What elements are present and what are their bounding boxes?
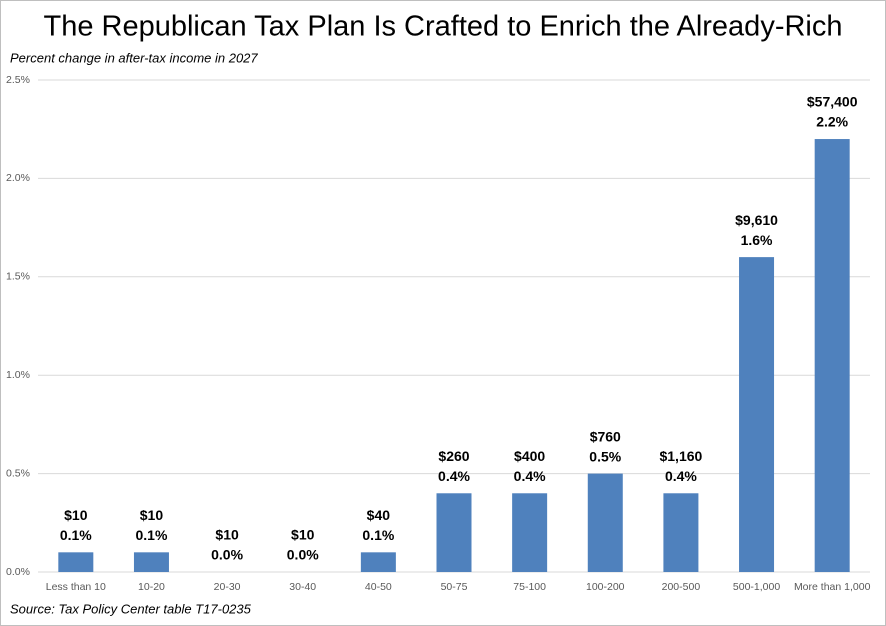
chart-title: The Republican Tax Plan Is Crafted to En… bbox=[44, 11, 843, 43]
bar bbox=[512, 493, 548, 572]
value-label: 1.6% bbox=[741, 232, 773, 248]
dollar-label: $1,160 bbox=[659, 448, 702, 464]
dollar-label: $400 bbox=[514, 448, 545, 464]
value-label: 2.2% bbox=[816, 114, 848, 130]
x-tick-label: 40-50 bbox=[365, 581, 392, 593]
dollar-label: $9,610 bbox=[735, 212, 778, 228]
value-label: 0.1% bbox=[362, 527, 394, 543]
chart-subtitle: Percent change in after-tax income in 20… bbox=[10, 50, 258, 65]
x-tick-label: Less than 10 bbox=[46, 581, 106, 593]
value-label: 0.0% bbox=[211, 547, 243, 563]
x-tick-label: 100-200 bbox=[586, 581, 625, 593]
bar bbox=[663, 493, 699, 572]
value-label: 0.4% bbox=[514, 468, 546, 484]
y-tick-label: 2.5% bbox=[6, 74, 30, 86]
x-tick-label: 30-40 bbox=[289, 581, 316, 593]
value-label: 0.4% bbox=[665, 468, 697, 484]
y-tick-label: 1.0% bbox=[6, 369, 30, 381]
dollar-label: $10 bbox=[215, 527, 239, 543]
dollar-label: $40 bbox=[367, 507, 391, 523]
source-note: Source: Tax Policy Center table T17-0235 bbox=[10, 601, 252, 616]
x-tick-label: 10-20 bbox=[138, 581, 165, 593]
dollar-label: $10 bbox=[140, 507, 164, 523]
y-tick-label: 0.5% bbox=[6, 467, 30, 479]
x-tick-label: 75-100 bbox=[513, 581, 546, 593]
bar bbox=[133, 552, 169, 572]
bar bbox=[58, 552, 94, 572]
bar bbox=[436, 493, 472, 572]
dollar-label: $760 bbox=[590, 428, 621, 444]
x-tick-label: 200-500 bbox=[662, 581, 701, 593]
value-label: 0.1% bbox=[60, 527, 92, 543]
x-tick-label: 500-1,000 bbox=[733, 581, 780, 593]
value-label: 0.1% bbox=[135, 527, 167, 543]
x-tick-label: 20-30 bbox=[214, 581, 241, 593]
value-label: 0.5% bbox=[589, 448, 621, 464]
y-tick-label: 2.0% bbox=[6, 172, 30, 184]
dollar-label: $57,400 bbox=[807, 94, 858, 110]
bar bbox=[360, 552, 396, 572]
x-tick-label: More than 1,000 bbox=[794, 581, 871, 593]
y-tick-label: 0.0% bbox=[6, 566, 30, 578]
value-label: 0.0% bbox=[287, 547, 319, 563]
dollar-label: $10 bbox=[291, 527, 315, 543]
bar bbox=[814, 139, 850, 573]
y-tick-label: 1.5% bbox=[6, 271, 30, 283]
bar bbox=[739, 257, 775, 572]
dollar-label: $10 bbox=[64, 507, 88, 523]
value-label: 0.4% bbox=[438, 468, 470, 484]
x-tick-label: 50-75 bbox=[441, 581, 468, 593]
dollar-label: $260 bbox=[438, 448, 469, 464]
bar bbox=[587, 473, 623, 572]
